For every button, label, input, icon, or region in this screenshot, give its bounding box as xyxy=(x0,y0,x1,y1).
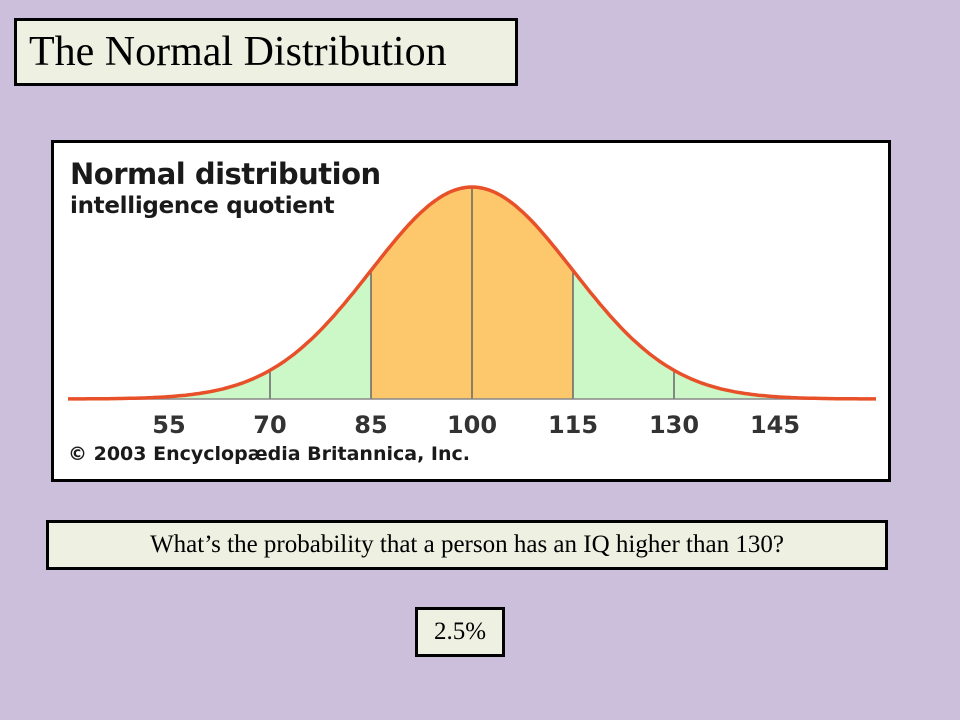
chart-subtitle: intelligence quotient xyxy=(70,193,335,219)
chart-panel: 55 70 85 100 115 130 145 Normal distribution i… xyxy=(51,140,891,482)
right-tail-area xyxy=(573,270,876,399)
chart-title: Normal distribution xyxy=(70,157,381,191)
normal-curve-line xyxy=(68,185,876,401)
x-tick-label-55: 55 xyxy=(152,411,185,439)
answer-box: 2.5% xyxy=(415,607,505,657)
question-box: What’s the probability that a person has… xyxy=(46,520,888,570)
x-tick-label-85: 85 xyxy=(354,411,387,439)
slide-title: The Normal Distribution xyxy=(14,18,518,86)
chart-credit: © 2003 Encyclopædia Britannica, Inc. xyxy=(68,443,470,465)
x-tick-label-145: 145 xyxy=(750,411,800,439)
x-tick-label-115: 115 xyxy=(548,411,598,439)
x-tick-label-70: 70 xyxy=(253,411,286,439)
normal-curve-chart: 55 70 85 100 115 130 145 xyxy=(68,185,876,439)
x-tick-label-130: 130 xyxy=(649,411,699,439)
left-tail-area xyxy=(68,270,371,399)
x-tick-label-100: 100 xyxy=(447,411,497,439)
